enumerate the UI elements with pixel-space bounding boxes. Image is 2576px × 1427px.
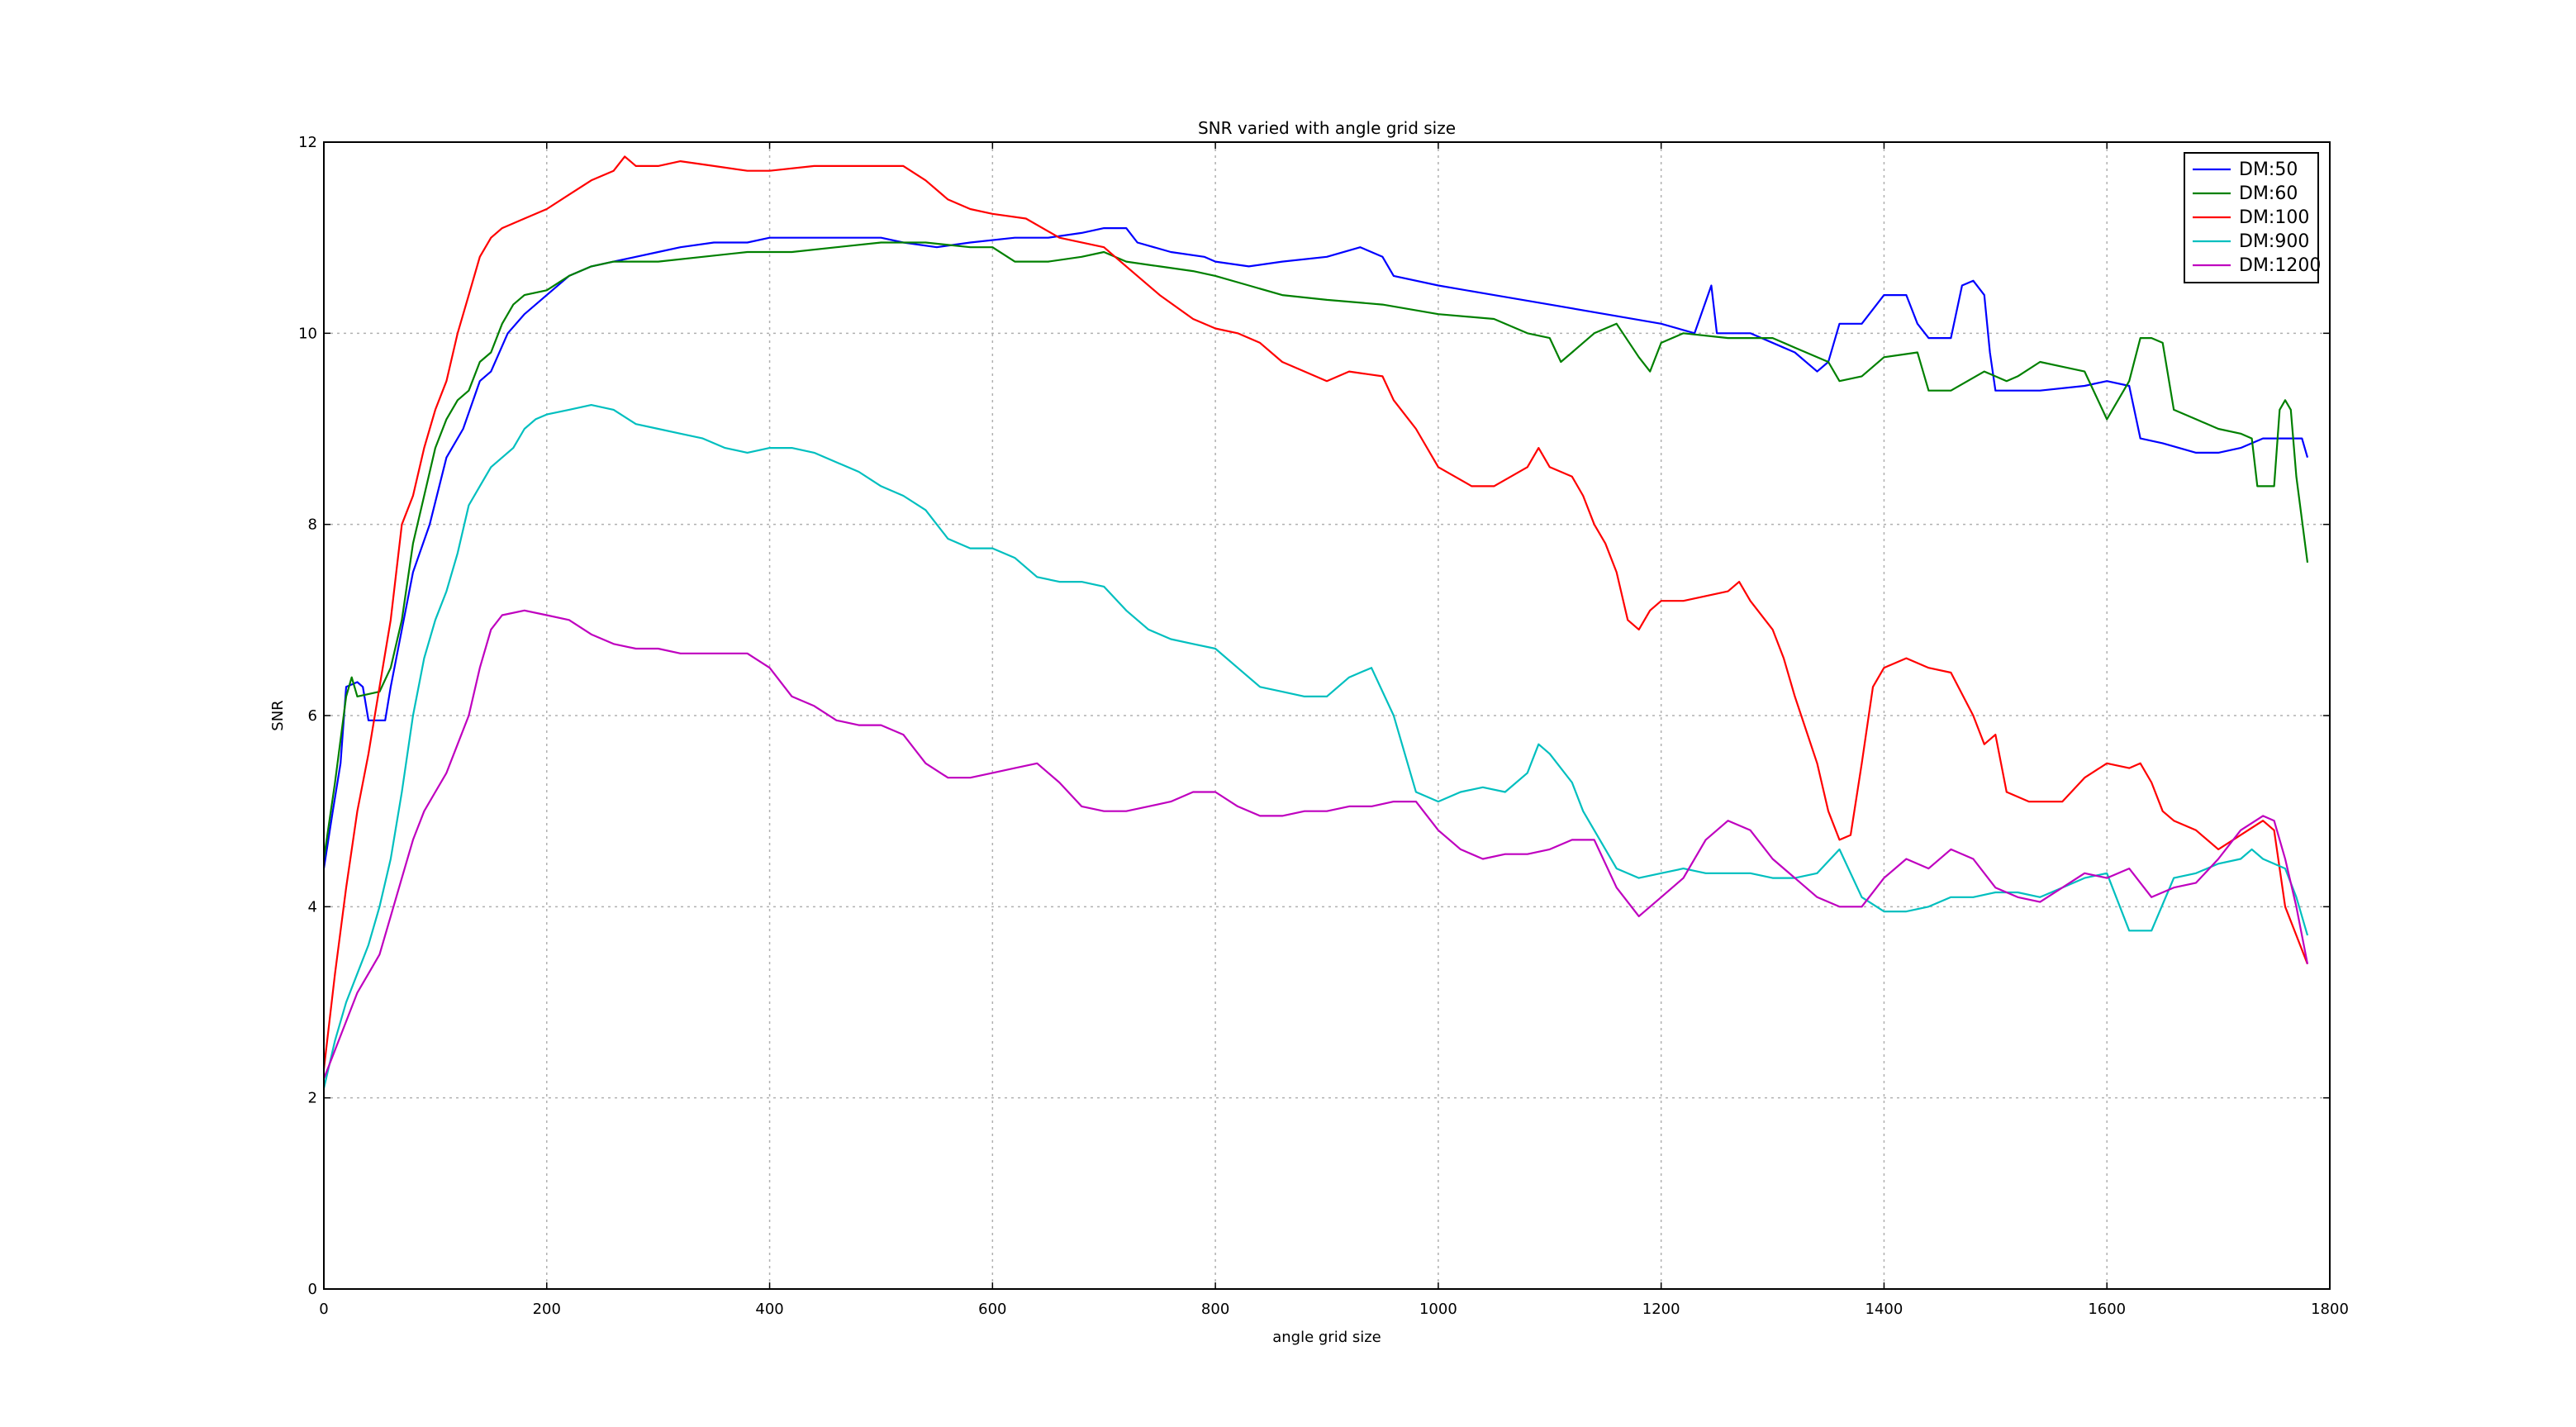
y-axis-label: SNR [269, 700, 287, 730]
x-tick-label: 200 [533, 1301, 561, 1318]
y-tick-label: 6 [308, 707, 317, 725]
x-tick-label: 1600 [2088, 1301, 2126, 1318]
y-tick-label: 4 [308, 898, 317, 916]
x-tick-label: 1000 [1419, 1301, 1457, 1318]
y-tick-label: 12 [298, 134, 317, 151]
series-line-1 [322, 241, 2309, 859]
series-lines [322, 155, 2309, 1089]
series-line-4 [322, 609, 2309, 1079]
x-tick-label: 1400 [1865, 1301, 1903, 1318]
x-tick-label: 0 [319, 1301, 328, 1318]
chart-title: SNR varied with angle grid size [1198, 118, 1456, 138]
legend-label-0: DM:50 [2239, 159, 2298, 180]
y-tick-label: 8 [308, 516, 317, 534]
x-tick-label: 800 [1201, 1301, 1229, 1318]
series-line-3 [322, 404, 2309, 1089]
x-tick-label: 1800 [2311, 1301, 2349, 1318]
x-tick-label: 600 [978, 1301, 1006, 1318]
legend-label-4: DM:1200 [2239, 255, 2321, 276]
x-tick-label: 400 [755, 1301, 783, 1318]
legend: DM:50 DM:60 DM:100 DM:900 DM:1200 [2184, 152, 2321, 283]
y-tick-label: 10 [298, 325, 317, 342]
y-tick-label: 2 [308, 1090, 317, 1107]
legend-label-1: DM:60 [2239, 183, 2298, 204]
x-axis-label: angle grid size [1272, 1329, 1381, 1346]
y-tick-label: 0 [308, 1281, 317, 1298]
series-line-0 [322, 227, 2309, 869]
series-line-2 [322, 155, 2309, 1070]
axis-ticks: 0 200 400 600 800 1000 1200 1400 1600 1800 0 2 4 6 8 10… [298, 134, 2349, 1318]
legend-label-2: DM:100 [2239, 207, 2309, 228]
x-tick-label: 1200 [1642, 1301, 1680, 1318]
legend-label-3: DM:900 [2239, 231, 2309, 252]
